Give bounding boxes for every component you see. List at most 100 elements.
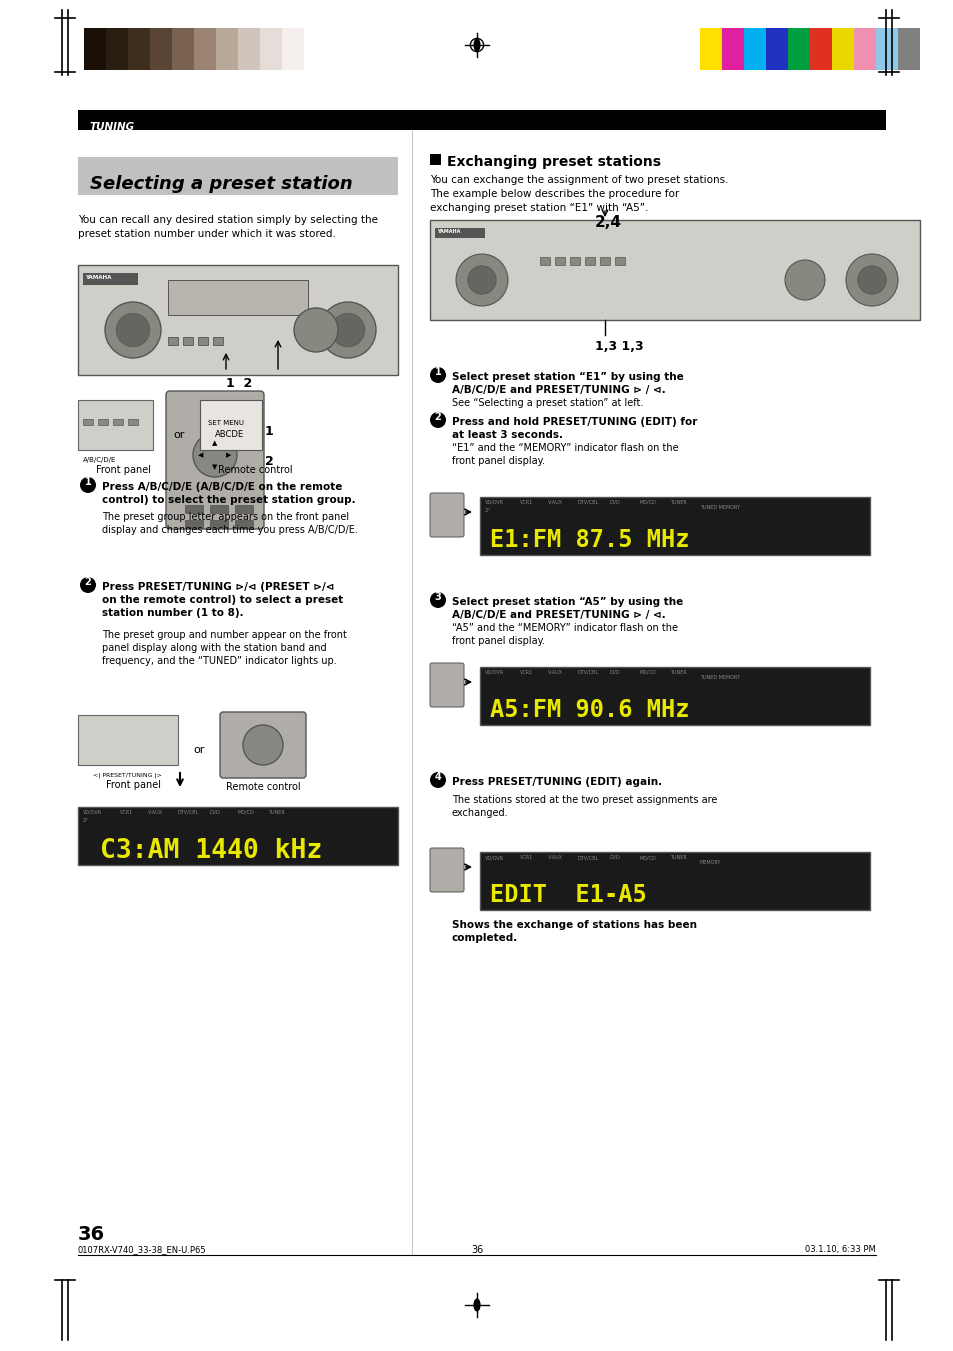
Bar: [435, 228, 484, 238]
Text: EDIT  E1-A5: EDIT E1-A5: [490, 884, 646, 907]
Bar: [615, 257, 624, 265]
Bar: [237, 28, 260, 70]
Text: 1: 1: [265, 426, 274, 438]
Text: TUNER: TUNER: [669, 855, 686, 861]
Text: 2: 2: [265, 455, 274, 467]
Bar: [700, 28, 721, 70]
Bar: [78, 157, 397, 195]
Text: TUNER: TUNER: [669, 500, 686, 505]
Text: 2: 2: [85, 577, 91, 586]
Text: VD/OVR: VD/OVR: [484, 500, 503, 505]
Text: 36: 36: [471, 1246, 482, 1255]
FancyBboxPatch shape: [430, 663, 463, 707]
Bar: [168, 280, 308, 315]
Bar: [765, 28, 787, 70]
Text: VD/OVR: VD/OVR: [484, 670, 503, 676]
Text: DVD: DVD: [210, 811, 220, 815]
Text: 36: 36: [78, 1225, 105, 1244]
Circle shape: [857, 266, 885, 295]
Text: Press PRESET/TUNING ⊳/⊲ (PRESET ⊳/⊲
on the remote control) to select a preset
st: Press PRESET/TUNING ⊳/⊲ (PRESET ⊳/⊲ on t…: [102, 582, 343, 619]
Bar: [234, 505, 253, 513]
Bar: [282, 28, 304, 70]
Text: 2°: 2°: [484, 508, 491, 513]
Bar: [213, 336, 223, 345]
Text: VCR1: VCR1: [519, 670, 533, 676]
Text: DTV/CBL: DTV/CBL: [178, 811, 199, 815]
Text: A5:FM 90.6 MHz: A5:FM 90.6 MHz: [490, 698, 689, 721]
Text: “A5” and the “MEMORY” indicator flash on the
front panel display.: “A5” and the “MEMORY” indicator flash on…: [452, 623, 678, 646]
Text: 1,3 1,3: 1,3 1,3: [595, 340, 643, 353]
Circle shape: [105, 303, 161, 358]
Bar: [78, 265, 397, 376]
Bar: [78, 109, 885, 130]
Bar: [539, 257, 550, 265]
Text: The stations stored at the two preset assignments are
exchanged.: The stations stored at the two preset as…: [452, 794, 717, 819]
Bar: [875, 28, 897, 70]
Bar: [304, 28, 326, 70]
Circle shape: [193, 434, 236, 477]
Ellipse shape: [473, 38, 480, 51]
Text: MD/CD: MD/CD: [639, 855, 656, 861]
Text: SET MENU: SET MENU: [208, 420, 244, 426]
Bar: [198, 336, 208, 345]
Text: Remote control: Remote control: [218, 465, 293, 476]
Text: MD/CD: MD/CD: [639, 670, 656, 676]
Text: ▼: ▼: [213, 463, 217, 470]
Bar: [210, 520, 228, 528]
Bar: [215, 28, 237, 70]
Text: or: or: [193, 744, 204, 755]
Text: MD/CD: MD/CD: [237, 811, 254, 815]
Bar: [897, 28, 919, 70]
Text: DVD: DVD: [609, 855, 620, 861]
Bar: [430, 220, 919, 320]
Text: ABCDE: ABCDE: [214, 430, 244, 439]
Text: Press A/B/C/D/E (A/B/C/D/E on the remote
control) to select the preset station g: Press A/B/C/D/E (A/B/C/D/E on the remote…: [102, 482, 355, 505]
Bar: [234, 520, 253, 528]
Text: 1: 1: [435, 367, 441, 377]
Text: You can recall any desired station simply by selecting the
preset station number: You can recall any desired station simpl…: [78, 215, 377, 239]
FancyBboxPatch shape: [430, 848, 463, 892]
Bar: [555, 257, 564, 265]
Text: 2: 2: [435, 412, 441, 422]
Bar: [128, 419, 138, 426]
Text: TUNER: TUNER: [669, 670, 686, 676]
Text: ◀: ◀: [198, 453, 204, 458]
Text: YAMAHA: YAMAHA: [85, 276, 112, 280]
Text: Select preset station “E1” by using the
A/B/C/D/E and PRESET/TUNING ⊳ / ⊲.: Select preset station “E1” by using the …: [452, 372, 683, 396]
Text: Press PRESET/TUNING (EDIT) again.: Press PRESET/TUNING (EDIT) again.: [452, 777, 661, 788]
Text: VCR1: VCR1: [519, 855, 533, 861]
Text: 2,4: 2,4: [595, 215, 621, 230]
Bar: [809, 28, 831, 70]
Circle shape: [430, 367, 446, 382]
Text: Shows the exchange of stations has been
completed.: Shows the exchange of stations has been …: [452, 920, 697, 943]
Text: YAMAHA: YAMAHA: [436, 230, 460, 234]
Text: 4: 4: [435, 771, 441, 782]
Circle shape: [80, 477, 96, 493]
Bar: [743, 28, 765, 70]
Text: “E1” and the “MEMORY” indicator flash on the
front panel display.: “E1” and the “MEMORY” indicator flash on…: [452, 443, 678, 466]
Bar: [128, 28, 150, 70]
FancyBboxPatch shape: [430, 493, 463, 536]
Bar: [78, 807, 397, 865]
Text: VD/OVR: VD/OVR: [83, 811, 102, 815]
Text: Remote control: Remote control: [226, 782, 300, 792]
Bar: [584, 257, 595, 265]
Bar: [193, 28, 215, 70]
Bar: [599, 257, 609, 265]
Text: Front panel: Front panel: [106, 780, 161, 790]
Text: TUNED MEMORY: TUNED MEMORY: [700, 505, 740, 509]
Text: MEMORY: MEMORY: [700, 861, 720, 865]
Text: V-AUX: V-AUX: [148, 811, 163, 815]
Bar: [831, 28, 853, 70]
Bar: [78, 400, 152, 450]
Text: VCR1: VCR1: [519, 500, 533, 505]
Text: You can exchange the assignment of two preset stations.
The example below descri: You can exchange the assignment of two p…: [430, 176, 728, 213]
Circle shape: [116, 313, 150, 347]
Text: DTV/CBL: DTV/CBL: [578, 670, 598, 676]
Ellipse shape: [473, 1298, 480, 1312]
Text: 0107RX-V740_33-38_EN-U.P65: 0107RX-V740_33-38_EN-U.P65: [78, 1246, 207, 1254]
Text: 1: 1: [85, 477, 91, 486]
Text: DTV/CBL: DTV/CBL: [578, 500, 598, 505]
Bar: [185, 520, 203, 528]
Bar: [83, 273, 138, 285]
